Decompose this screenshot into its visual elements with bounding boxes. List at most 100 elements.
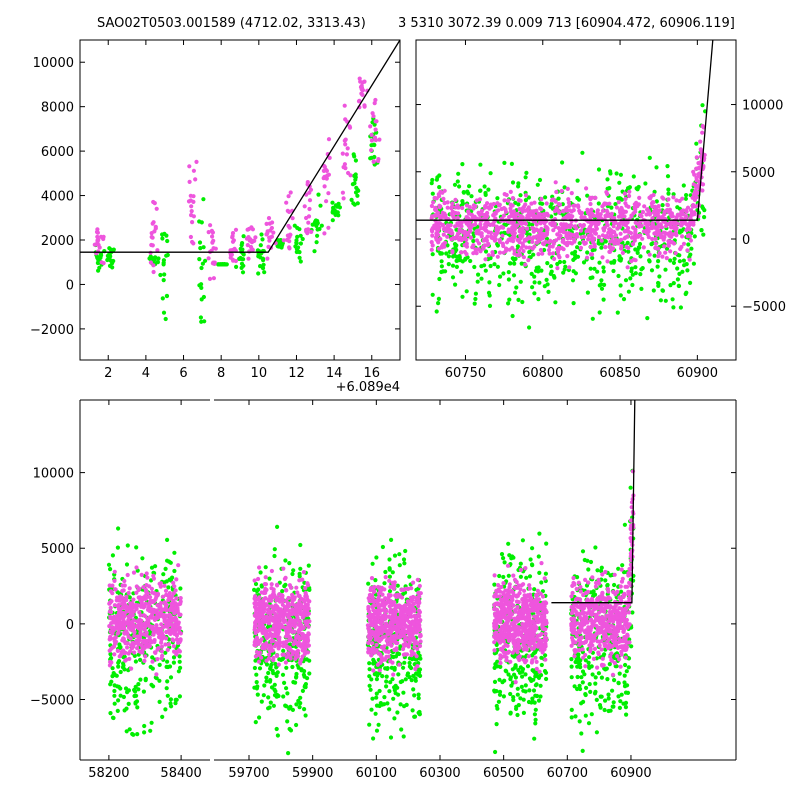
- bottom-green-point: [135, 705, 140, 710]
- top-right-magenta-point: [565, 254, 570, 259]
- top-right-green-point: [510, 313, 515, 319]
- top-right-green-point: [681, 183, 686, 188]
- bottom-green-point: [520, 674, 525, 679]
- top-left-magenta-point: [305, 180, 310, 185]
- bottom-green-point: [536, 698, 542, 703]
- bottom-green-point: [281, 694, 286, 699]
- top-right-magenta-point: [451, 215, 456, 220]
- bottom-green-point: [275, 524, 280, 530]
- top-right-magenta-point: [522, 221, 528, 226]
- top-right-green-point: [562, 259, 567, 265]
- top-right-magenta-point: [631, 257, 636, 262]
- bottom-green-point: [530, 696, 535, 701]
- top-right-green-point: [677, 259, 683, 264]
- bottom-green-point: [171, 655, 177, 660]
- top-right-magenta-point: [494, 224, 499, 229]
- bottom-green-point: [274, 671, 279, 677]
- top-left-green-point: [240, 270, 246, 275]
- top-right-green-point: [537, 177, 543, 183]
- top-right-green-point: [599, 278, 604, 283]
- bottom-magenta-point: [287, 645, 292, 650]
- top-right-magenta-point: [674, 215, 679, 220]
- top-left-magenta-point: [322, 231, 327, 236]
- top-left-magenta-point: [307, 206, 312, 212]
- top-right-magenta-point: [510, 213, 516, 218]
- top-right-magenta-point: [678, 246, 683, 252]
- top-right-magenta-point: [673, 251, 678, 256]
- top-right-magenta-point: [618, 237, 624, 242]
- top-right-green-point: [590, 316, 595, 321]
- top-right-magenta-point: [673, 230, 679, 235]
- bottom-magenta-point: [125, 645, 130, 650]
- bottom-green-point: [501, 556, 506, 561]
- top-right-green-point: [444, 251, 449, 256]
- top-right-magenta-point: [544, 232, 550, 237]
- top-right-magenta-point: [671, 222, 677, 227]
- top-right-magenta-point: [616, 214, 622, 219]
- top-right-green-point: [438, 251, 443, 256]
- bottom-green-point: [165, 558, 170, 563]
- top-right-magenta-point: [555, 246, 560, 252]
- top-right-green-point: [684, 262, 689, 267]
- top-right-magenta-point: [527, 245, 532, 250]
- top-right-magenta-point: [463, 230, 468, 235]
- top-right-green-point: [573, 271, 579, 276]
- bottom-magenta-point: [148, 639, 153, 644]
- bottom-green-point: [135, 732, 140, 737]
- bottom-magenta-point: [161, 633, 166, 638]
- bottom-green-point: [520, 667, 526, 672]
- top-right-magenta-point: [623, 196, 628, 202]
- bottom-magenta-point: [112, 578, 117, 584]
- top-left-magenta-point: [288, 190, 293, 195]
- top-right-green-point: [450, 275, 456, 280]
- top-right-magenta-point: [567, 265, 572, 270]
- top-left-magenta-point: [322, 184, 327, 189]
- top-right-magenta-point: [508, 238, 513, 243]
- top-right-magenta-point: [655, 209, 660, 214]
- bottom-green-point: [497, 689, 503, 695]
- bottom-magenta-point: [134, 619, 140, 624]
- bottom-magenta-point: [150, 627, 155, 632]
- top-right-green-point: [676, 283, 681, 288]
- top-right-magenta-point: [694, 178, 699, 183]
- top-right-magenta-point: [606, 230, 611, 235]
- bottom-green-point: [268, 700, 273, 705]
- bottom-green-point: [511, 697, 516, 703]
- top-right-green-point: [609, 205, 614, 210]
- top-right-green-point: [700, 103, 705, 108]
- bottom-green-point: [604, 666, 609, 671]
- top-right-green-point: [618, 293, 623, 298]
- top-right-magenta-point: [593, 231, 599, 236]
- top-right-green-point: [691, 261, 697, 266]
- top-left-magenta-point: [357, 76, 362, 81]
- top-left-green-point: [294, 241, 299, 246]
- top-left-magenta-point: [340, 151, 345, 156]
- bottom-green-point: [524, 575, 529, 580]
- bottom-magenta-point: [256, 612, 261, 618]
- top-right-magenta-point: [603, 213, 608, 218]
- top-left-magenta-point: [343, 142, 348, 147]
- top-right-magenta-point: [641, 245, 646, 250]
- bottom-green-point: [610, 688, 615, 693]
- top-right-green-point: [434, 309, 439, 314]
- bottom-magenta-point: [173, 588, 178, 593]
- bottom-magenta-point: [253, 623, 258, 628]
- bottom-magenta-point: [142, 645, 147, 651]
- top-left-green-point: [258, 243, 263, 248]
- bottom-magenta-point: [166, 642, 171, 647]
- top-left-magenta-point: [358, 79, 363, 84]
- bottom-green-point: [290, 664, 295, 670]
- top-right-green-point: [536, 297, 541, 302]
- bottom-green-point: [403, 677, 408, 682]
- bottom-green-point: [606, 696, 611, 701]
- bottom-green-point: [533, 717, 538, 722]
- bottom-magenta-point: [288, 656, 293, 661]
- bottom-green-point: [136, 682, 141, 687]
- bottom-green-point: [388, 735, 394, 740]
- top-right-magenta-point: [495, 254, 500, 259]
- bottom-green-point: [380, 702, 385, 707]
- bottom-magenta-point: [117, 615, 122, 621]
- top-left-green-point: [95, 256, 100, 261]
- top-right-green-point: [446, 262, 451, 267]
- bottom-magenta-point: [293, 639, 298, 644]
